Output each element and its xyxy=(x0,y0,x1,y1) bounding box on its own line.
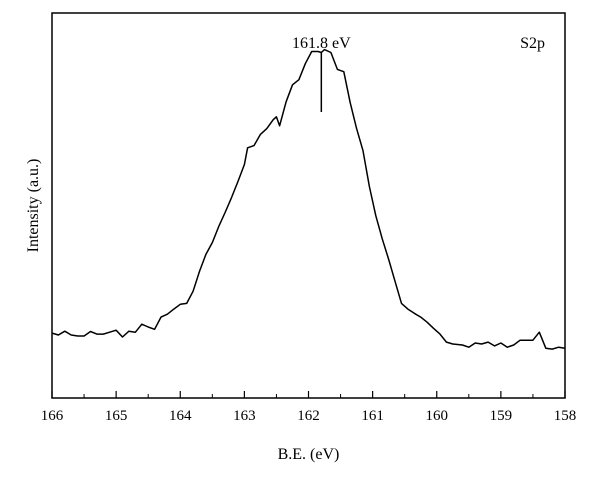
x-tick-label: 163 xyxy=(233,408,256,424)
x-axis-ticks: 166 165 164 163 162 161 160 159 158 xyxy=(41,391,577,424)
x-tick-label: 164 xyxy=(169,408,192,424)
x-tick-label: 161 xyxy=(361,408,384,424)
annotation-layer: 161.8 eV S2p xyxy=(292,35,545,112)
x-tick-label: 159 xyxy=(490,408,513,424)
series-line xyxy=(51,48,566,350)
y-axis-label: Intensity (a.u.) xyxy=(25,159,42,253)
x-tick-label: 158 xyxy=(554,408,577,424)
x-tick-label: 162 xyxy=(297,408,320,424)
x-tick-label: 166 xyxy=(41,408,64,424)
peak-annotation: 161.8 eV xyxy=(292,35,351,52)
region-label: S2p xyxy=(520,35,545,52)
x-axis-label: B.E. (eV) xyxy=(278,446,340,463)
x-tick-label: 160 xyxy=(426,408,449,424)
series-layer xyxy=(51,48,566,350)
x-tick-label: 165 xyxy=(105,408,128,424)
plot-frame xyxy=(51,12,566,399)
